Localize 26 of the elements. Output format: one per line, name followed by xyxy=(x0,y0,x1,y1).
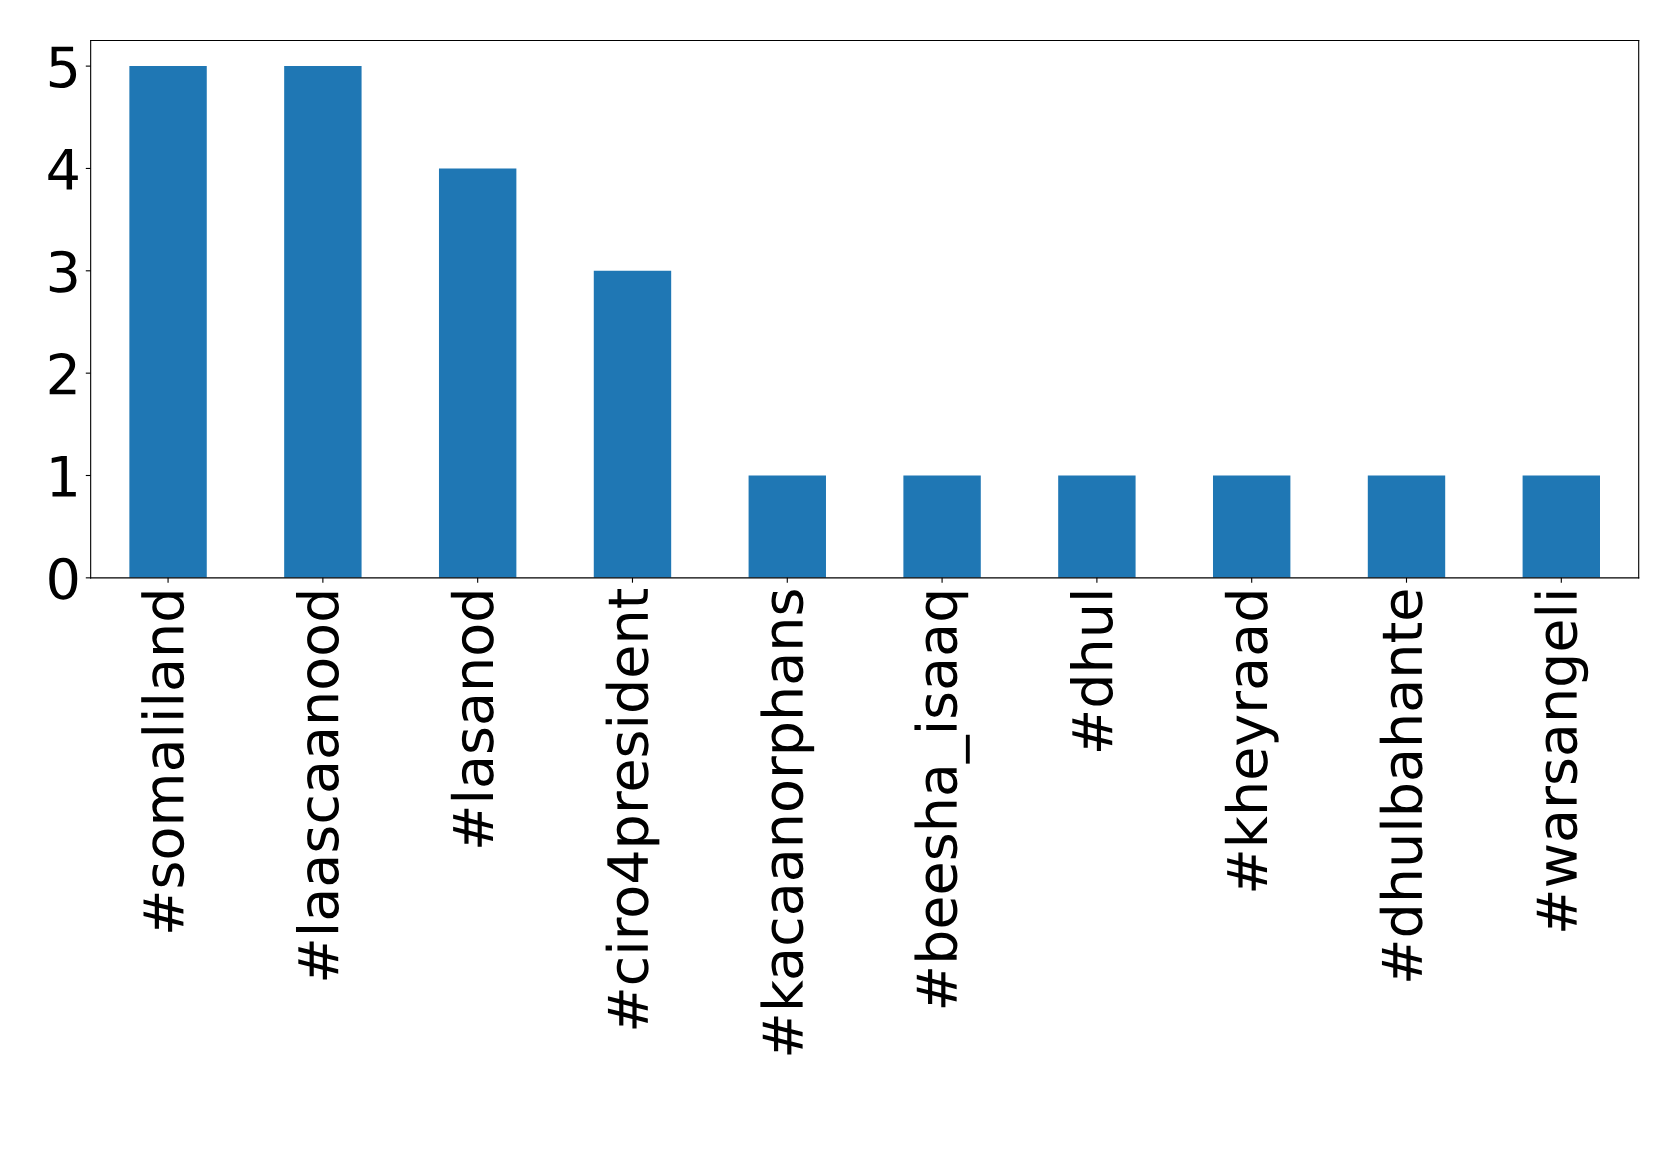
y-tick-label: 2 xyxy=(49,353,76,395)
x-tick-label: #dhul xyxy=(1070,592,1114,751)
x-tick-label: #beesha_isaaq xyxy=(914,592,970,1008)
bar xyxy=(593,270,672,578)
x-tick-label: #warsangeli xyxy=(1534,592,1589,931)
x-tick-label: #kacaanorphans xyxy=(760,590,815,1055)
bar xyxy=(438,168,517,578)
x-tick-label: #lasanod xyxy=(450,592,494,847)
x-tick-label: #kheyraad xyxy=(1224,592,1279,891)
x-tick-label: #somaliland xyxy=(141,592,185,932)
bar xyxy=(129,66,207,578)
bar xyxy=(748,475,826,578)
x-tick-label: #ciro4president xyxy=(605,588,660,1029)
bar xyxy=(1212,475,1291,578)
x-tick-label: #dhulbahante xyxy=(1379,590,1423,981)
y-tick-label: 3 xyxy=(49,250,77,293)
y-tick-label: 0 xyxy=(49,557,78,600)
bar xyxy=(903,475,981,578)
y-tick-label: 4 xyxy=(48,149,78,190)
bar xyxy=(1058,475,1136,578)
y-tick-label: 5 xyxy=(49,46,77,89)
bar xyxy=(284,66,362,578)
bar xyxy=(1522,475,1600,578)
y-tick-label: 1 xyxy=(51,456,76,497)
bar xyxy=(1367,475,1446,578)
x-tick-label: #laascaanood xyxy=(295,592,339,980)
